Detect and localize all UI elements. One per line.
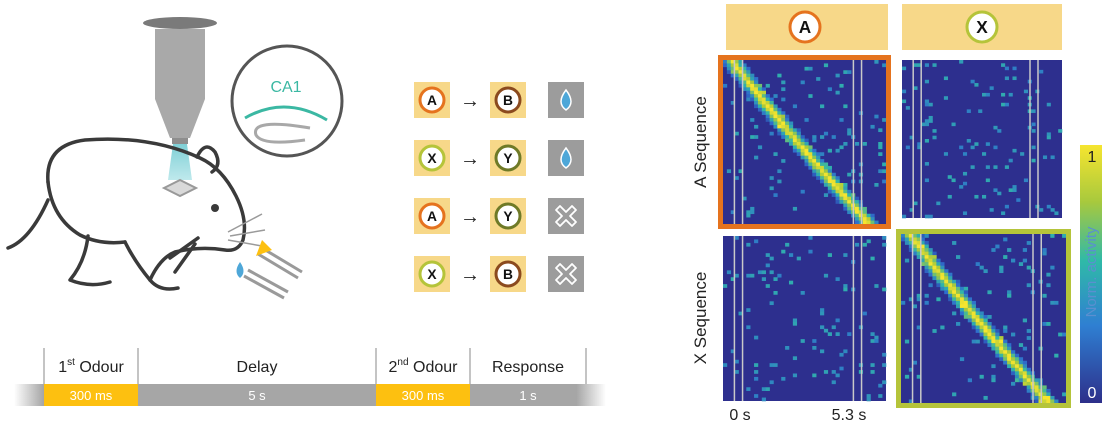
colorbar-title: Norm. activity [1083, 226, 1100, 317]
whiskers [227, 213, 266, 247]
time-start-label: 0 s [729, 407, 750, 424]
phase-label-delay: Delay [237, 359, 278, 376]
second-odour-badge: B [494, 86, 522, 114]
first-odour-badge-letter: A [427, 93, 437, 108]
water-drop-icon [548, 82, 584, 118]
first-odour-badge-letter: A [427, 209, 437, 224]
sequence-arrow: → [460, 206, 480, 228]
first-odour-badge: A [418, 202, 446, 230]
second-odour-badge: B [494, 260, 522, 288]
time-end-label: 5.3 s [832, 407, 867, 424]
second-odour-badge-letter: Y [503, 151, 512, 166]
first-odour-badge: X [418, 260, 446, 288]
row-label-a-sequence: A Sequence [691, 96, 710, 188]
microscope-objective-icon [143, 17, 217, 180]
second-odour-badge-letter: B [503, 93, 513, 108]
second-odour-badge: Y [494, 202, 522, 230]
pair-row: A → Y [414, 198, 584, 234]
second-odour-badge: Y [494, 144, 522, 172]
pair-row: X → Y [414, 140, 584, 176]
colorbar-max-label: 1 [1088, 149, 1097, 166]
colorbar-min-label: 0 [1088, 385, 1097, 402]
sequence-arrow: → [460, 90, 480, 112]
duration-delay: 5 s [248, 388, 266, 403]
first-odour-badge: A [418, 86, 446, 114]
heatmap-a-sequence-x-odour [902, 60, 1063, 219]
sequence-arrow: → [460, 148, 480, 170]
second-odour-badge-letter: B [503, 267, 513, 282]
odour-pair-grid: A → B X → Y A → Y X → B [414, 82, 584, 292]
colorbar [1080, 145, 1102, 403]
phase-label-response: Response [492, 359, 564, 376]
ca1-inset: CA1 [230, 44, 344, 158]
second-odour-badge-letter: Y [503, 209, 512, 224]
row-label-x-sequence: X Sequence [691, 272, 710, 365]
phase-label-second-odour: 2nd Odour [389, 357, 459, 376]
second-odour-stimulus-bar [376, 384, 470, 406]
ca1-label: CA1 [270, 79, 301, 96]
highlight-frame-a [718, 55, 891, 229]
heatmap-x-sequence-a-odour [723, 236, 887, 402]
cross-icon [548, 198, 584, 234]
pair-row: A → B [414, 82, 584, 118]
column-header-badge-a: A [788, 10, 822, 44]
duration-first-odour: 300 ms [70, 388, 113, 403]
trial-timeline: 1st Odour Delay 2nd Odour Response 300 m… [14, 348, 606, 406]
water-drop-icon [548, 140, 584, 176]
pair-row: X → B [414, 256, 584, 292]
first-odour-badge-letter: X [427, 267, 437, 282]
cross-icon [548, 256, 584, 292]
setup-illustration: CA1 [6, 17, 344, 300]
sequence-arrow: → [460, 264, 480, 286]
heatmap-x-sequence-x-odour [901, 234, 1067, 404]
first-odour-badge: X [418, 144, 446, 172]
odour-port-icon [256, 240, 303, 280]
highlight-frame-x [896, 229, 1071, 408]
duration-second-odour: 300 ms [402, 388, 445, 403]
column-header-badge-x: X [965, 10, 999, 44]
column-header-badge-a-letter: A [799, 17, 811, 37]
imaging-window [161, 178, 199, 198]
water-port-icon [236, 262, 289, 300]
first-odour-stimulus-bar [44, 384, 138, 406]
timeline-dividers [43, 348, 587, 384]
column-header-badge-x-letter: X [976, 17, 988, 37]
phase-label-first-odour: 1st Odour [58, 357, 124, 376]
duration-response: 1 s [519, 388, 537, 403]
mouse-icon [6, 137, 247, 291]
first-odour-badge-letter: X [427, 151, 437, 166]
heatmap-a-sequence-a-odour [723, 60, 887, 225]
heatmap-panel: A X A Sequence X Sequence 0 s 5.3 s 1 0 N… [691, 4, 1102, 424]
